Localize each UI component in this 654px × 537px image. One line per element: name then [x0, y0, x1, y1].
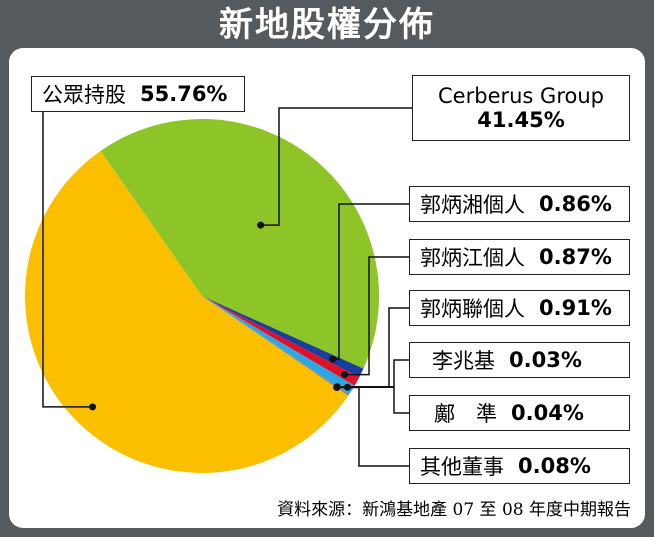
slice-label-kwok-wts: 郭炳湘個人 — [420, 193, 525, 217]
leader-line-public — [42, 94, 93, 408]
label-box-kwok-pl: 郭炳聯個人 0.91% — [409, 290, 630, 326]
slice-label-kwong: 鄺 準 — [434, 402, 497, 426]
leader-dot-kwok-wts — [329, 355, 337, 363]
slice-value-public: 55.76% — [140, 82, 228, 106]
slice-value-lee: 0.03% — [509, 348, 582, 372]
pie-slice-kwong — [202, 296, 349, 396]
label-box-lee: 李兆基 0.03% — [409, 342, 630, 378]
leader-dot-cerberus — [257, 221, 265, 229]
pie-slice-lee — [202, 296, 349, 396]
slice-value-kwok-tk: 0.87% — [539, 245, 612, 269]
pie-chart — [25, 94, 412, 474]
label-box-directors: 其他董事 0.08% — [409, 448, 630, 484]
pie-slice-kwok-tk — [202, 296, 360, 386]
slice-label-lee: 李兆基 — [432, 349, 495, 373]
source-note: 資料來源：新鴻基地產 07 至 08 年度中期報告 — [277, 500, 631, 520]
slice-value-kwok-wts: 0.86% — [539, 192, 612, 216]
slice-label-public: 公眾持股 — [42, 83, 126, 107]
leader-dot-lee — [333, 384, 341, 392]
label-box-kwok-tk: 郭炳江個人 0.87% — [409, 239, 630, 275]
slice-value-kwok-pl: 0.91% — [539, 296, 612, 320]
leader-line-cerberus — [260, 107, 412, 226]
pie-slice-cerberus — [100, 118, 380, 369]
slice-label-kwok-tk: 郭炳江個人 — [420, 246, 525, 270]
label-box-public: 公眾持股 55.76% — [31, 76, 245, 112]
slice-label-kwok-pl: 郭炳聯個人 — [420, 297, 525, 321]
label-box-kwok-wts: 郭炳湘個人 0.86% — [409, 186, 630, 222]
chart-panel: 公眾持股 55.76% Cerberus Group 41.45% 郭炳湘個人 … — [9, 48, 645, 528]
leader-line-lee — [336, 386, 409, 467]
pie-slice-kwok-pl — [202, 296, 355, 395]
slice-label-cerberus: Cerberus Group — [438, 84, 604, 108]
label-box-cerberus: Cerberus Group 41.45% — [412, 75, 630, 141]
slice-value-directors: 0.08% — [518, 454, 591, 478]
pie-slice-kwok-wts — [202, 296, 364, 378]
slice-value-kwong: 0.04% — [511, 401, 584, 425]
leader-dot-public — [89, 403, 97, 411]
leader-dot-kwok-tk — [341, 371, 349, 379]
label-box-kwong: 鄺 準 0.04% — [409, 395, 630, 431]
pie-slice-public — [25, 151, 349, 474]
pie-slice-directors — [202, 296, 350, 396]
leader-line-kwong — [336, 386, 409, 414]
chart-title: 新地股權分佈 — [219, 5, 435, 45]
leader-line-kwok-tk — [344, 256, 409, 376]
slice-value-cerberus: 41.45% — [477, 108, 565, 132]
slice-label-directors: 其他董事 — [420, 455, 504, 479]
